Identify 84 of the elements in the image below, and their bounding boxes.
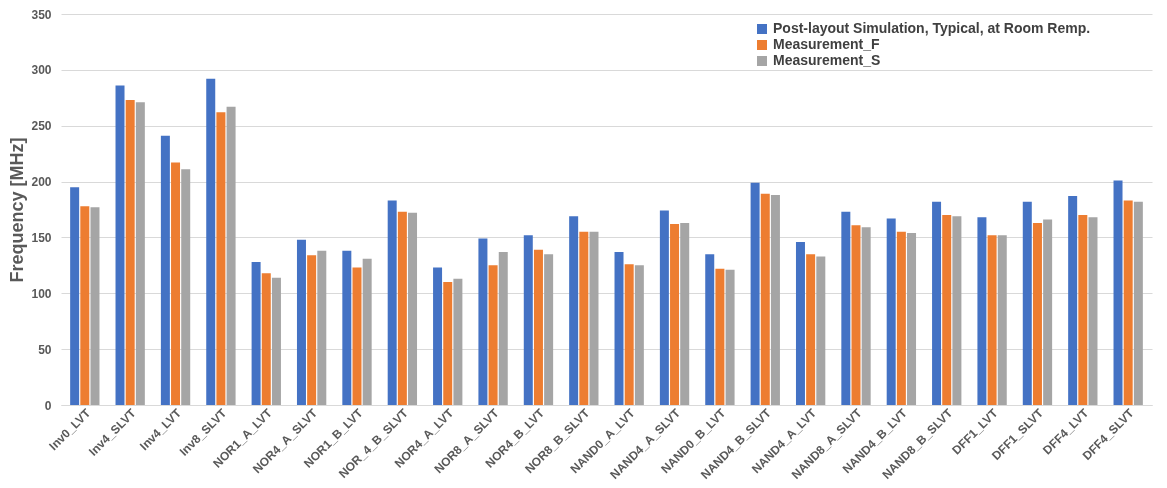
bar — [317, 250, 327, 405]
bar — [624, 264, 634, 405]
bar — [806, 254, 816, 405]
bar — [271, 277, 281, 405]
bar — [952, 216, 962, 405]
legend-label: Measurement_S — [773, 52, 881, 68]
y-axis-title: Frequency [MHz] — [7, 137, 28, 283]
bar — [544, 254, 554, 405]
bar — [533, 249, 543, 405]
y-tick-label: 300 — [31, 63, 52, 78]
y-tick-label: 150 — [31, 230, 52, 245]
bar — [226, 106, 236, 405]
y-tick-label: 350 — [31, 7, 52, 22]
bar — [1032, 222, 1042, 405]
y-tick-label: 250 — [31, 119, 52, 134]
bar — [1043, 219, 1053, 405]
bar — [715, 268, 725, 405]
bar — [261, 273, 271, 405]
bar — [750, 182, 760, 405]
bar — [80, 206, 90, 405]
bar — [760, 193, 770, 405]
bar — [589, 231, 599, 405]
bar — [851, 225, 861, 405]
bar — [342, 250, 352, 405]
bar — [443, 282, 453, 405]
bar — [861, 227, 871, 405]
bar — [614, 251, 624, 405]
legend-label: Post-layout Simulation, Typical, at Room Remp. — [773, 20, 1091, 36]
bar — [1123, 200, 1133, 405]
bar — [115, 85, 125, 405]
y-tick-label: 0 — [44, 398, 52, 413]
bar — [251, 262, 261, 405]
bar — [498, 251, 508, 405]
bar — [569, 216, 579, 405]
bar — [942, 215, 952, 405]
bar — [579, 231, 589, 405]
bar — [171, 162, 181, 405]
y-tick-label: 200 — [31, 175, 52, 190]
bar — [932, 201, 942, 405]
bar — [670, 224, 680, 405]
bar — [216, 112, 226, 405]
legend-label: Measurement_F — [773, 36, 881, 52]
y-tick-label: 100 — [31, 286, 52, 301]
bar — [841, 211, 851, 405]
bar — [453, 278, 463, 405]
bar — [181, 169, 191, 405]
bar — [997, 235, 1007, 405]
bar — [1078, 215, 1088, 405]
bar — [896, 231, 906, 405]
bar — [987, 235, 997, 405]
bar — [362, 258, 372, 405]
bar — [1088, 217, 1098, 405]
bar — [1113, 180, 1123, 405]
bar — [70, 187, 80, 405]
bar — [1133, 201, 1143, 405]
bar — [659, 210, 669, 405]
bar — [705, 254, 715, 405]
bar — [1068, 196, 1078, 405]
bar — [725, 269, 735, 405]
bar — [352, 267, 362, 405]
bar — [135, 102, 145, 405]
bar — [296, 239, 306, 405]
bar — [977, 217, 987, 405]
bar — [1022, 201, 1032, 405]
bar — [770, 194, 780, 405]
bar — [433, 267, 443, 405]
bar — [816, 256, 826, 405]
bar — [886, 218, 896, 405]
bar — [307, 255, 317, 405]
bar — [397, 211, 407, 405]
bar — [907, 232, 917, 405]
bar — [680, 222, 690, 405]
bar — [408, 212, 418, 405]
bar — [488, 265, 498, 405]
y-tick-label: 50 — [38, 342, 52, 357]
bar — [478, 238, 488, 405]
bar — [795, 241, 805, 405]
bar — [206, 78, 216, 405]
bar — [523, 235, 533, 405]
bar — [90, 207, 100, 405]
bar — [387, 200, 397, 405]
bar — [125, 100, 135, 405]
bar — [160, 135, 170, 405]
bar — [634, 265, 644, 405]
